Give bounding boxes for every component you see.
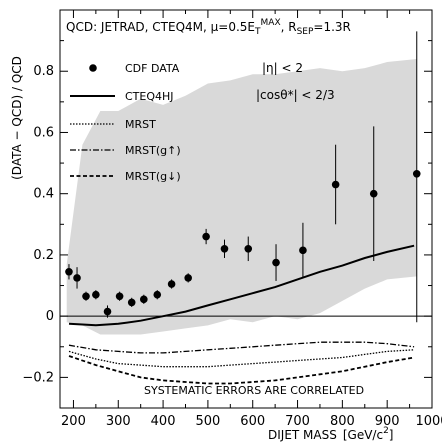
- data-point: [82, 291, 90, 301]
- data-marker: [331, 180, 340, 189]
- data-point: [331, 144, 340, 225]
- data-marker: [115, 292, 124, 301]
- x-tick-label: 500: [195, 414, 220, 429]
- data-marker: [220, 245, 229, 253]
- data-point: [244, 236, 253, 262]
- title-rsep-val: =1.3R: [313, 20, 350, 34]
- data-point: [140, 294, 148, 304]
- data-point: [167, 279, 176, 289]
- data-marker: [184, 274, 192, 282]
- data-marker: [167, 280, 176, 288]
- data-marker: [412, 169, 421, 178]
- y-axis-label: (DATA − QCD) / QCD: [10, 56, 24, 180]
- data-point: [369, 126, 378, 262]
- data-point: [202, 228, 210, 245]
- y-tick-label: 0.6: [33, 125, 54, 140]
- data-marker: [82, 292, 90, 301]
- data-point: [153, 290, 162, 300]
- curve-mrst-g-down: [68, 355, 415, 385]
- legend-label-mrst-down: MRST(g↓): [125, 170, 181, 183]
- data-marker: [127, 298, 136, 307]
- title-sub-t: T: [254, 27, 261, 37]
- y-tick-label: 0: [46, 309, 54, 324]
- data-marker: [202, 232, 210, 241]
- data-marker: [244, 245, 253, 253]
- y-tick-label: 0.4: [33, 187, 54, 202]
- theory-curves: [68, 244, 415, 385]
- y-tick-label: −0.2: [22, 370, 54, 385]
- data-point: [127, 297, 136, 307]
- data-point: [299, 222, 307, 278]
- x-tick-label: 800: [330, 414, 355, 429]
- cdf-data-points: [65, 31, 421, 323]
- data-marker: [369, 189, 378, 198]
- data-point: [115, 291, 124, 301]
- curve-mrst: [68, 349, 415, 368]
- cut-theta: |cosθ*| < 2/3: [256, 88, 335, 102]
- x-tick-label: 900: [375, 414, 400, 429]
- systematic-note: SYSTEMATIC ERRORS ARE CORRELATED: [144, 384, 364, 397]
- cut-eta: |η| < 2: [262, 61, 303, 75]
- band-area: [66, 58, 417, 335]
- x-tick-label: 1000: [415, 414, 442, 429]
- axis-ticks: 200 300 400 500 600 700 800 900 1000 −0.2 0 0.2 0.4 0…: [22, 9, 442, 429]
- x-axis-unit-close: ]: [389, 428, 394, 442]
- data-point: [272, 244, 280, 281]
- legend-label-cdf: CDF DATA: [125, 62, 180, 75]
- data-point: [412, 31, 421, 323]
- data-point: [73, 267, 81, 289]
- legend: CDF DATA CTEQ4HJ MRST MRST(g↑) MRST(g↓): [70, 62, 181, 183]
- data-marker: [92, 290, 100, 299]
- x-axis-label-unit: [GeV/c: [343, 428, 383, 442]
- data-marker: [65, 267, 73, 276]
- data-marker: [299, 246, 307, 255]
- y-tick-label: 0.8: [33, 64, 54, 79]
- plot-frame: [59, 9, 433, 409]
- x-tick-label: 400: [151, 414, 176, 429]
- x-tick-label: 200: [61, 414, 86, 429]
- x-axis-unit-sup: 2: [383, 426, 389, 436]
- data-point: [92, 290, 100, 300]
- title-rsep: , R: [281, 20, 297, 34]
- data-marker: [272, 258, 280, 267]
- x-tick-label: 300: [106, 414, 131, 429]
- curve-mrst-g-up: [68, 341, 415, 354]
- title-main: QCD: JETRAD, CTEQ4M, μ=0.5E: [66, 20, 255, 34]
- title-rsep-sub: SEP: [297, 27, 314, 37]
- x-tick-label: 700: [285, 414, 310, 429]
- data-point: [65, 264, 73, 280]
- legend-label-mrst-up: MRST(g↑): [125, 144, 181, 157]
- systematic-error-band: [66, 58, 417, 335]
- legend-marker-cdf: [89, 64, 97, 72]
- y-tick-label: 0.2: [33, 248, 54, 263]
- legend-label-mrst: MRST: [125, 118, 156, 131]
- data-marker: [153, 290, 162, 299]
- data-point: [184, 273, 192, 283]
- x-axis-label-main: DIJET MASS: [268, 428, 337, 442]
- data-marker: [140, 295, 148, 304]
- x-tick-label: 600: [240, 414, 265, 429]
- data-point: [103, 305, 112, 318]
- title-sup-max: MAX: [261, 18, 281, 28]
- data-marker: [103, 307, 112, 316]
- data-marker: [73, 274, 81, 282]
- data-point: [220, 239, 229, 258]
- curve-cteq4hj: [68, 244, 415, 327]
- x-axis-label: DIJET MASS [GeV/c2]: [268, 426, 393, 442]
- chart-title: QCD: JETRAD, CTEQ4M, μ=0.5ETMAX, RSEP=1.…: [66, 18, 351, 37]
- legend-label-cteq: CTEQ4HJ: [125, 90, 174, 103]
